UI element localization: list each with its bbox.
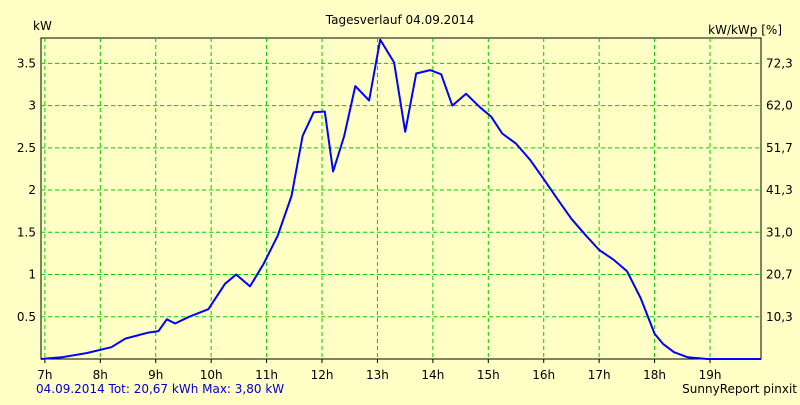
y-tick-label-left: 3.5 xyxy=(17,56,36,70)
y-tick-label-right: 62,0 xyxy=(766,99,793,113)
y-tick-label-right: 20,7 xyxy=(766,268,793,282)
chart-title: Tagesverlauf 04.09.2014 xyxy=(325,13,474,27)
y-tick-label-right: 10,3 xyxy=(766,310,793,324)
y-tick-label-left: 2.5 xyxy=(17,141,36,155)
y-tick-label-left: 3 xyxy=(28,99,36,113)
data-line-layer xyxy=(40,38,761,360)
tick-labels: 7h 8h 9h 10h 11h 12h 13h 14h 15h 16h 17h 18h 19h 0.5 1… xyxy=(17,56,793,382)
y-tick-label-right: 31,0 xyxy=(766,225,793,239)
x-tick-label: 17h xyxy=(588,368,611,382)
y-tick-label-right: 72,3 xyxy=(766,56,793,70)
x-tick-label: 12h xyxy=(311,368,334,382)
x-tick-label: 13h xyxy=(366,368,389,382)
x-tick-label: 18h xyxy=(643,368,666,382)
y-tick-label-left: 1 xyxy=(28,268,36,282)
y-tick-label-right: 41,3 xyxy=(766,183,793,197)
x-tick-label: 10h xyxy=(200,368,223,382)
x-tick-label: 19h xyxy=(699,368,722,382)
footer-summary: 04.09.2014 Tot: 20,67 kWh Max: 3,80 kW xyxy=(36,382,284,396)
y-tick-label-left: 2 xyxy=(28,183,36,197)
y-tick-label-left: 0.5 xyxy=(17,310,36,324)
footer-credit: SunnyReport pinxit xyxy=(682,382,797,396)
y-tick-label-right: 51,7 xyxy=(766,141,793,155)
x-tick-label: 15h xyxy=(477,368,500,382)
x-tick-label: 16h xyxy=(532,368,555,382)
plot-area xyxy=(40,37,762,360)
y-axis-left-label: kW xyxy=(33,19,52,33)
x-tick-label: 8h xyxy=(93,368,108,382)
y-axis-right-label: kW/kWp [%] xyxy=(708,23,782,37)
y-tick-label-left: 1.5 xyxy=(17,225,36,239)
x-tick-label: 9h xyxy=(148,368,163,382)
x-tick-label: 14h xyxy=(421,368,444,382)
x-tick-label: 11h xyxy=(255,368,278,382)
x-tick-label: 7h xyxy=(37,368,52,382)
series-line xyxy=(40,38,761,360)
